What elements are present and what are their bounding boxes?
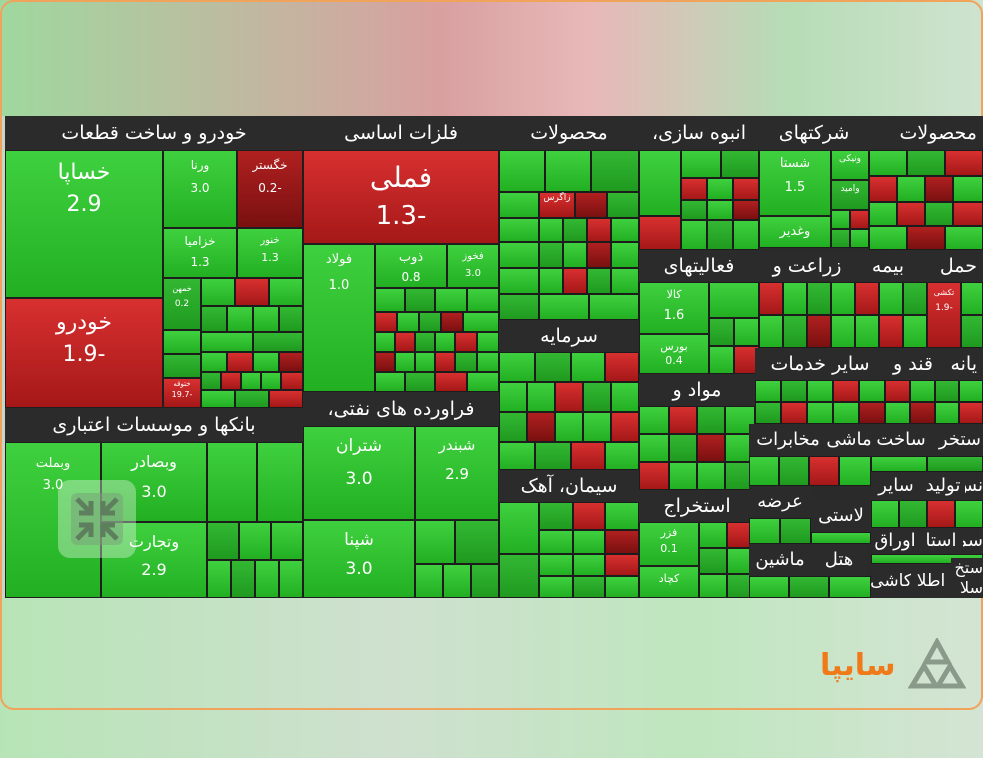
tile-varna[interactable]: ورنا 3.0 <box>163 150 237 228</box>
sector-header-sela[interactable]: سلا <box>951 578 983 598</box>
sector-header-oil[interactable]: فراورده های نفتی، <box>303 392 499 426</box>
materials-tiles[interactable] <box>639 406 755 490</box>
tile-kala[interactable]: کالا 1.6 <box>639 282 709 334</box>
production-tiles[interactable] <box>871 500 983 528</box>
sector-header-atlas[interactable]: اطلا <box>911 564 951 598</box>
saipa-logo-icon <box>908 638 966 689</box>
sector-header-transport[interactable]: حمل <box>921 250 983 282</box>
services-tiles[interactable] <box>755 380 885 424</box>
banks-small-tiles[interactable] <box>207 442 303 598</box>
tile-khegostar[interactable]: خگستر 0.2- <box>237 150 303 228</box>
sector-header-telecom[interactable]: مخابرات <box>749 424 827 456</box>
products2-tiles[interactable] <box>869 150 983 250</box>
oil-small-tiles[interactable] <box>415 520 499 598</box>
sector-header-stone[interactable]: استا <box>919 528 963 554</box>
paper-tiles[interactable] <box>811 532 871 544</box>
sector-header-machine[interactable]: ماشی <box>827 424 871 456</box>
agri-insurance-tiles[interactable] <box>759 282 927 348</box>
tile-kgohar[interactable]: کچاد <box>639 566 699 598</box>
mass-construction-tiles[interactable] <box>639 150 759 250</box>
tile-fkhoz[interactable]: فخوز 3.0 <box>447 244 499 288</box>
tile-foulad[interactable]: فولاد 1.0 <box>303 244 375 392</box>
products-tiles[interactable]: زاگرس <box>499 150 639 320</box>
sector-header-auto[interactable]: خودرو و ساخت قطعات <box>5 116 303 150</box>
investment-tiles[interactable] <box>499 352 639 470</box>
sector-header-materials[interactable]: مواد و <box>639 374 755 406</box>
sector-header-machine2[interactable]: ماشین <box>749 544 811 576</box>
shrink-arrows-icon[interactable] <box>58 480 136 558</box>
sector-header-cement[interactable]: سیمان، آهک <box>499 470 639 502</box>
tile-khtog[interactable]: ختوقه 19.7- <box>163 378 201 408</box>
sector-header-factory[interactable]: یانه <box>941 348 983 380</box>
auto-small-tiles[interactable] <box>201 278 303 408</box>
saipa-logo: سایپا <box>820 630 970 700</box>
sector-header-plastic[interactable]: لاستی <box>811 500 871 532</box>
tile-vamid[interactable]: وامید <box>831 180 869 210</box>
tile-shbandar[interactable]: شبندر 2.9 <box>415 426 499 520</box>
sector-header-investment[interactable]: سرمایه <box>499 320 639 352</box>
tile-fazar[interactable]: فزر 0.1 <box>639 522 699 566</box>
sector-header-sima[interactable]: سما <box>963 528 983 554</box>
background-top <box>0 0 983 116</box>
hotel-tiles[interactable] <box>749 576 871 598</box>
tile-khodro[interactable]: خودرو 1.9- <box>5 298 163 408</box>
tile-tkesh[interactable]: تکشی 1.9- <box>927 282 961 348</box>
transport-small-tiles[interactable] <box>961 282 983 348</box>
auto-small-tiles-left[interactable] <box>163 330 201 378</box>
tile-shasta[interactable]: شستا 1.5 <box>759 150 831 216</box>
cement-tiles[interactable] <box>499 502 639 598</box>
background-bottom <box>0 598 983 758</box>
tile-bourse[interactable]: بورس 0.4 <box>639 334 709 374</box>
build-tiles[interactable] <box>871 456 983 472</box>
sector-header-tile[interactable]: کاشی <box>871 564 911 598</box>
tile-shetran[interactable]: شتران 3.0 <box>303 426 415 520</box>
activities-small-tiles[interactable] <box>709 282 759 374</box>
tile-khmehan[interactable]: خمهن 0.2 <box>163 278 201 330</box>
sector-header-production[interactable]: تولید <box>921 472 965 500</box>
tile-khnor[interactable]: خنور 1.3 <box>237 228 303 278</box>
sugar-tiles[interactable] <box>885 380 983 424</box>
sector-header-instr[interactable]: نس <box>965 472 983 500</box>
sector-header-activities[interactable]: فعالیتهای <box>639 250 759 282</box>
sector-header-agri[interactable]: زراعت و <box>759 250 855 282</box>
tile-zob[interactable]: ذوب 0.8 <box>375 244 447 288</box>
extraction-small-tiles[interactable] <box>699 522 755 598</box>
sector-header-paper[interactable]: اوراق <box>871 528 919 554</box>
sector-header-companies[interactable]: شرکتهای <box>759 116 869 150</box>
tile-vghadir[interactable]: وغدیر <box>759 216 831 248</box>
tile-vanik[interactable]: ونیکی <box>831 150 869 180</box>
tile-shapna[interactable]: شپنا 3.0 <box>303 520 415 598</box>
sector-header-insurance[interactable]: بیمه <box>855 250 921 282</box>
tile-khsapa[interactable]: خساپا 2.9 <box>5 150 163 298</box>
sector-header-products[interactable]: محصولات <box>499 116 639 150</box>
sector-header-sugar[interactable]: قند و <box>885 348 941 380</box>
companies-small-tiles[interactable] <box>831 210 869 248</box>
sector-header-metals[interactable]: فلزات اساسی <box>303 116 499 150</box>
sector-header-products2[interactable]: محصولات <box>869 116 983 150</box>
sector-header-banks[interactable]: بانکها و موسسات اعتباری <box>5 408 303 442</box>
market-treemap[interactable]: خودرو و ساخت قطعات فلزات اساسی محصولات ا… <box>5 116 983 598</box>
brand-name: سایپا <box>820 648 896 683</box>
sector-header-extraction[interactable]: استخراج <box>639 490 755 522</box>
sector-header-extr2[interactable]: ستخر <box>931 424 983 456</box>
sector-header-services[interactable]: سایر خدمات <box>755 348 885 380</box>
sector-header-mass-construction[interactable]: انبوه سازی، <box>639 116 759 150</box>
display-tiles[interactable] <box>749 518 811 544</box>
sector-header-other1[interactable]: سایر <box>871 472 921 500</box>
tile-zagros[interactable]: زاگرس <box>539 192 575 218</box>
tile-fameli[interactable]: فملی 1.3- <box>303 150 499 244</box>
metals-small-tiles[interactable] <box>375 288 499 392</box>
sector-header-estkh[interactable]: ستخ <box>951 558 983 578</box>
sector-header-hotel[interactable]: هتل <box>811 544 867 576</box>
telecom-tiles[interactable] <box>749 456 871 486</box>
sector-header-build[interactable]: ساخت <box>871 424 931 456</box>
sector-header-display[interactable]: عرضه <box>749 486 811 518</box>
tile-khzamia[interactable]: خزامیا 1.3 <box>163 228 237 278</box>
